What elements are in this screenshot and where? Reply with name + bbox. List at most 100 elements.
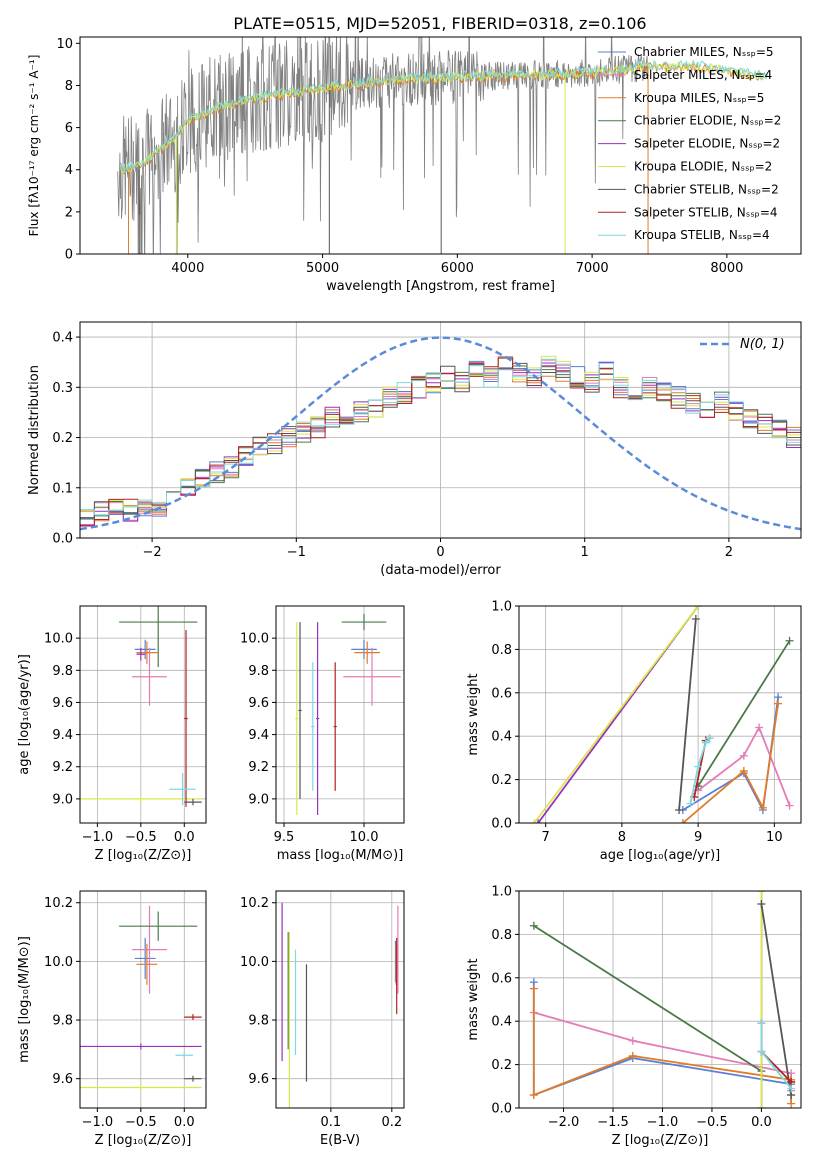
mass-weight-marker	[529, 1090, 538, 1099]
mass-weight-marker	[739, 751, 748, 760]
x-tick-label: 1	[581, 545, 589, 560]
x-tick-label: 10.0	[350, 830, 379, 845]
mass-weight-marker	[787, 1099, 796, 1108]
mass-weight-line	[697, 725, 791, 806]
x-tick-label: 7	[542, 830, 550, 845]
residual-histogram-series	[80, 356, 801, 527]
panel-mass-vs-EBV: 0.1 0.2 9.6 9.8 10.0 10.2 E(B-V)	[240, 890, 405, 1148]
x-axis-label: wavelength [Angstrom, rest frame]	[326, 279, 555, 294]
y-tick-label: 4	[65, 163, 73, 178]
y-tick-label: 0.1	[52, 481, 73, 496]
x-tick-label: −1.0	[647, 1115, 679, 1130]
y-tick-label: 9.8	[52, 664, 73, 679]
y-tick-label: 10.0	[44, 955, 73, 970]
y-tick-label: 9.4	[248, 728, 269, 743]
axes-frame	[518, 890, 802, 1109]
y-tick-label: 0.8	[491, 643, 512, 658]
y-tick-label: 8	[65, 79, 73, 94]
x-tick-label: −0.5	[125, 1115, 157, 1130]
mass-weight-line	[678, 618, 697, 811]
axes-frame	[79, 890, 207, 1109]
axes-frame	[275, 605, 405, 824]
y-tick-label: 9.2	[248, 760, 269, 775]
plot-area	[529, 891, 796, 1108]
y-tick-label: 6	[65, 121, 73, 136]
x-tick-label: −0.5	[125, 830, 157, 845]
legend-entry: Salpeter STELIB, Nₛₛₚ=4	[634, 205, 778, 219]
y-tick-label: 9.8	[248, 664, 269, 679]
y-tick-label: 2	[65, 205, 73, 220]
mass-weight-marker	[705, 734, 714, 743]
mass-weight-marker	[757, 900, 766, 909]
gaussian-reference	[80, 336, 801, 531]
y-axis-label: Normed distribution	[27, 365, 42, 495]
mass-weight-marker	[534, 819, 543, 823]
mass-weight-marker	[686, 799, 695, 808]
x-tick-label: −2	[143, 545, 162, 560]
axes-frame	[79, 36, 802, 255]
y-tick-label: 0.0	[491, 817, 512, 832]
x-tick-label: 10	[766, 830, 783, 845]
plot-area	[80, 606, 202, 807]
y-tick-label: 9.0	[52, 792, 73, 807]
plot-area	[117, 37, 768, 254]
y-tick-label: 0.4	[491, 730, 512, 745]
x-tick-label: 9.5	[274, 830, 295, 845]
x-tick-label: 5000	[306, 261, 339, 276]
mass-weight-marker	[628, 1036, 637, 1045]
y-axis-label: mass weight	[466, 958, 481, 1040]
y-tick-label: 0.6	[491, 971, 512, 986]
mass-weight-marker	[785, 801, 794, 810]
residual-histogram-series	[80, 362, 801, 519]
axes-frame	[79, 605, 207, 824]
mass-weight-line	[533, 924, 762, 1072]
legend-entry: Chabrier STELIB, Nₛₛₚ=2	[634, 182, 779, 196]
y-tick-label: 0.2	[491, 1058, 512, 1073]
x-tick-label: 0.0	[174, 1115, 195, 1130]
mass-weight-marker	[529, 921, 538, 930]
mass-weight-marker	[774, 699, 783, 708]
y-tick-label: 9.6	[52, 1072, 73, 1087]
x-tick-label: −1.0	[82, 830, 114, 845]
plot-area	[530, 606, 794, 823]
axes-frame	[275, 890, 405, 1109]
y-tick-label: 9.6	[248, 1072, 269, 1087]
y-axis-label: Flux [fλ10⁻¹⁷ erg cm⁻² s⁻¹ A⁻¹]	[27, 55, 41, 237]
y-tick-label: 0.4	[52, 331, 73, 346]
x-tick-label: 2	[725, 545, 733, 560]
x-axis-label: Z [log₁₀(Z/Z⊙)]	[95, 1133, 192, 1148]
legend-entry: Chabrier MILES, Nₛₛₚ=5	[634, 45, 774, 59]
panel-mass-weight-vs-age: 7 8 9 10 0.0 0.2 0.4 0.6 0.8 1.0 age [log₁₀(age/yr…	[466, 600, 802, 863]
legend-entry: N(0, 1)	[740, 337, 785, 352]
y-tick-label: 0.0	[52, 532, 73, 547]
panel-mass-weight-vs-Z: −2.0 −1.5 −1.0 −0.5 0.0 0.0 0.2 0.4 0.6 0.8 1.0 Z […	[466, 885, 802, 1148]
mass-weight-marker	[694, 782, 703, 791]
y-tick-label: 9.4	[52, 728, 73, 743]
x-tick-label: 9	[694, 830, 702, 845]
mass-weight-marker	[691, 615, 700, 624]
legend-entry: Kroupa ELODIE, Nₛₛₚ=2	[634, 160, 772, 174]
mass-weight-line	[682, 703, 779, 823]
model-spectrum	[119, 59, 768, 174]
x-tick-label: 0.0	[751, 1115, 772, 1130]
y-tick-label: 0.0	[491, 1102, 512, 1117]
figure-title: PLATE=0515, MJD=52051, FIBERID=0318, z=0…	[233, 14, 646, 33]
x-tick-label: 6000	[441, 261, 474, 276]
y-tick-label: 0.2	[52, 431, 73, 446]
axes-frame	[518, 605, 802, 824]
mass-weight-marker	[758, 803, 767, 812]
mass-weight-marker	[694, 606, 703, 610]
legend-entry: Chabrier ELODIE, Nₛₛₚ=2	[634, 114, 781, 128]
x-axis-label: (data-model)/error	[380, 563, 501, 578]
y-tick-label: 10.2	[240, 896, 269, 911]
legend-entry: Salpeter MILES, Nₛₛₚ=4	[634, 68, 772, 82]
panel-mass-vs-Z: −1.0 −0.5 0.0 9.6 9.8 10.0 10.2 Z [log₁₀(Z/Z⊙)]…	[17, 890, 207, 1148]
observed-spectrum	[117, 37, 650, 254]
mass-weight-marker	[675, 805, 684, 814]
y-tick-label: 1.0	[491, 885, 512, 900]
mass-weight-line	[682, 696, 779, 813]
mass-weight-marker	[757, 1104, 766, 1108]
x-tick-label: 8000	[710, 261, 743, 276]
residual-histogram-series	[80, 360, 801, 520]
